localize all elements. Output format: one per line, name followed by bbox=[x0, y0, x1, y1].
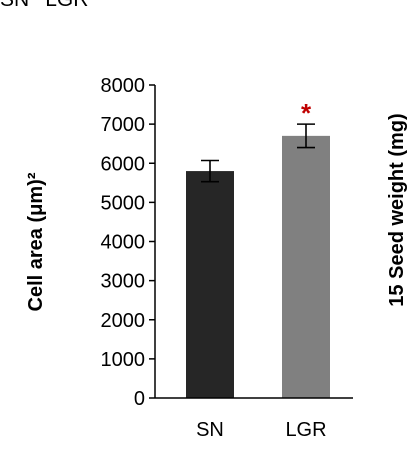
error-bar-sn bbox=[201, 159, 219, 183]
bar-lgr bbox=[282, 135, 330, 399]
error-bars bbox=[201, 123, 315, 183]
y-tick-label: 0 bbox=[134, 388, 145, 410]
y-tick-label: 1000 bbox=[101, 349, 146, 371]
bar-sn bbox=[186, 171, 234, 398]
y-axis-ticks: 0 1000 2000 3000 4000 5000 6000 7000 8000 bbox=[101, 75, 155, 410]
y-tick-label: 3000 bbox=[101, 271, 146, 293]
y-tick-label: 6000 bbox=[101, 153, 146, 175]
significance-marks: * bbox=[301, 98, 312, 128]
error-bar-lgr bbox=[297, 123, 315, 149]
category-label-sn: SN bbox=[196, 419, 224, 441]
y-tick-label: 7000 bbox=[101, 114, 146, 136]
y-tick-label: 5000 bbox=[101, 192, 146, 214]
header-label-sn: SN bbox=[0, 0, 29, 11]
category-label-lgr: LGR bbox=[285, 419, 326, 441]
right-axis-label: 15 Seed weight (mg) bbox=[386, 113, 408, 306]
category-labels: SN LGR bbox=[196, 419, 326, 441]
y-tick-label: 2000 bbox=[101, 310, 146, 332]
y-axis-label: Cell area (μm)² bbox=[25, 172, 47, 311]
header-label-row: SN LGR bbox=[0, 0, 104, 12]
bars bbox=[186, 135, 330, 399]
y-tick-label: 8000 bbox=[101, 75, 146, 97]
y-tick-label: 4000 bbox=[101, 232, 146, 254]
significance-asterisk: * bbox=[301, 98, 312, 128]
header-label-lgr: LGR bbox=[45, 0, 88, 11]
